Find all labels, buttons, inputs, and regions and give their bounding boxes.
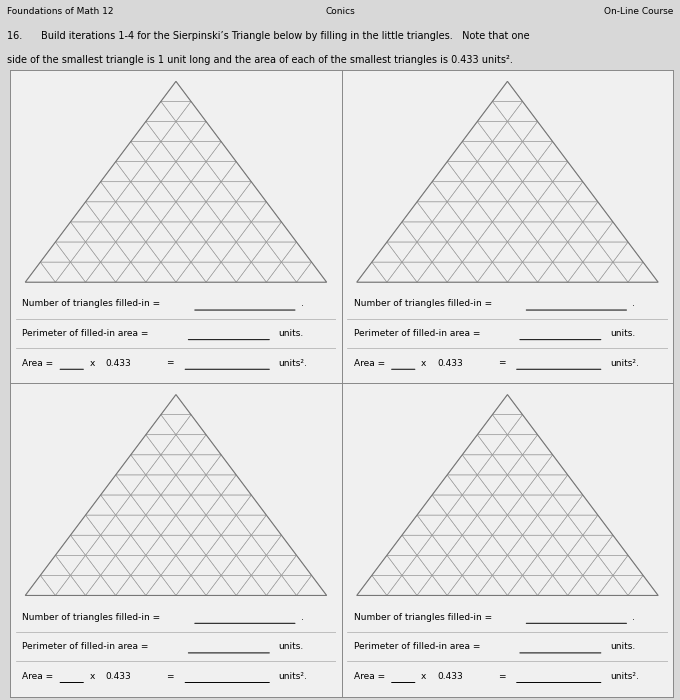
Text: On-Line Course: On-Line Course: [604, 7, 673, 16]
Text: Foundations of Math 12: Foundations of Math 12: [7, 7, 114, 16]
Text: 0.433: 0.433: [105, 358, 131, 368]
Text: 0.433: 0.433: [437, 672, 462, 681]
Text: Perimeter of filled-in area =: Perimeter of filled-in area =: [354, 329, 480, 338]
Text: =: =: [167, 672, 174, 681]
Text: 16.      Build iterations 1-4 for the Sierpinski’s Triangle below by filling in : 16. Build iterations 1-4 for the Sierpin…: [7, 31, 530, 41]
Text: Area =: Area =: [354, 672, 385, 681]
Text: Perimeter of filled-in area =: Perimeter of filled-in area =: [22, 329, 148, 338]
Text: Number of triangles filled-in =: Number of triangles filled-in =: [354, 612, 492, 622]
Text: .: .: [632, 300, 635, 309]
Text: units.: units.: [610, 329, 635, 338]
Text: x: x: [89, 672, 95, 681]
Text: =: =: [498, 358, 505, 368]
Text: .: .: [301, 612, 304, 622]
Text: Number of triangles filled-in =: Number of triangles filled-in =: [354, 300, 492, 309]
Text: Area =: Area =: [354, 358, 385, 368]
Text: units.: units.: [610, 642, 635, 651]
Text: 0.433: 0.433: [437, 358, 462, 368]
Text: Area =: Area =: [22, 358, 53, 368]
Text: units².: units².: [610, 358, 639, 368]
Text: 0.433: 0.433: [105, 672, 131, 681]
Text: Number of triangles filled-in =: Number of triangles filled-in =: [22, 300, 160, 309]
Text: =: =: [498, 672, 505, 681]
Text: side of the smallest triangle is 1 unit long and the area of each of the smalles: side of the smallest triangle is 1 unit …: [7, 55, 513, 65]
Text: x: x: [89, 358, 95, 368]
Text: Perimeter of filled-in area =: Perimeter of filled-in area =: [354, 642, 480, 651]
Text: units².: units².: [610, 672, 639, 681]
Text: x: x: [421, 358, 426, 368]
Text: x: x: [421, 672, 426, 681]
Text: Area =: Area =: [22, 672, 53, 681]
Text: .: .: [632, 612, 635, 622]
Text: units².: units².: [279, 672, 307, 681]
Text: Perimeter of filled-in area =: Perimeter of filled-in area =: [22, 642, 148, 651]
Text: units.: units.: [279, 642, 304, 651]
Text: Number of triangles filled-in =: Number of triangles filled-in =: [22, 612, 160, 622]
Text: units.: units.: [279, 329, 304, 338]
Text: =: =: [167, 358, 174, 368]
Text: units².: units².: [279, 358, 307, 368]
Text: Conics: Conics: [325, 7, 355, 16]
Text: .: .: [301, 300, 304, 309]
